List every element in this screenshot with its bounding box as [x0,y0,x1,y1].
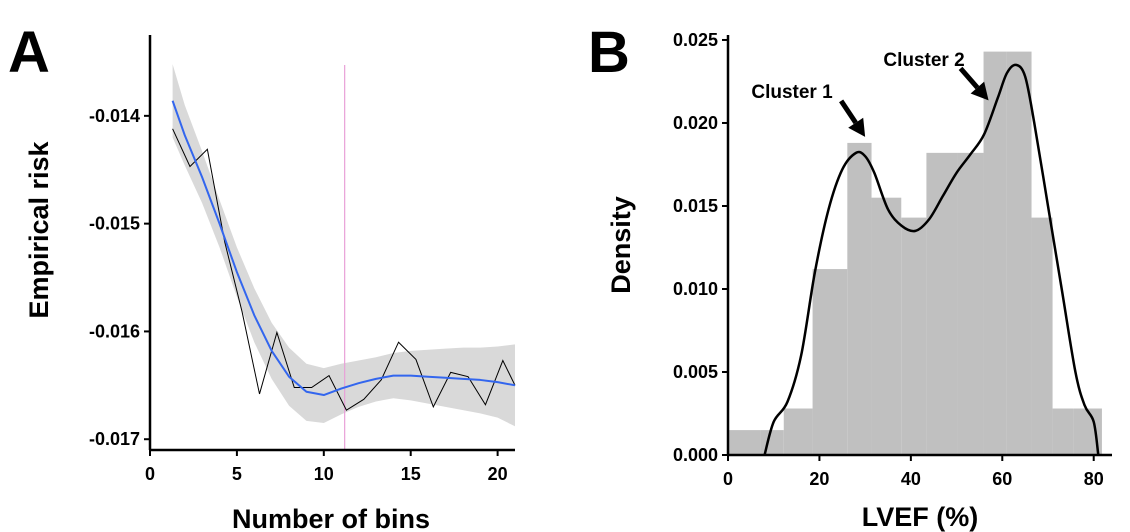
cluster-1-arrow [839,99,866,137]
x-tick-label: 10 [314,464,334,484]
x-axis-title: LVEF (%) [862,502,979,532]
y-axis-title: Empirical risk [24,140,54,318]
y-axis-title: Density [606,196,636,294]
y-tick-label: 0.000 [673,445,718,465]
x-tick-label: 60 [992,469,1012,489]
histogram-bar [1006,51,1032,455]
cluster-2-label: Cluster 2 [883,50,964,71]
panel-a-letter: A [8,20,50,85]
panel-b: B 0 20 40 60 80 0.000 0.005 0.010 0.015 0.020 0.02… [588,20,1112,532]
x-tick-label: 5 [232,464,242,484]
density-curve [763,63,1100,456]
histogram-bar [957,152,984,456]
histogram-bar [783,408,813,455]
histogram-bar [1031,217,1053,455]
x-tick-label: 0 [145,464,155,484]
smooth-line [171,100,516,397]
y-tick-label: -0.016 [89,321,140,341]
y-tick-label: -0.014 [89,106,140,126]
y-tick-label: 0.005 [673,362,718,382]
histogram-bar [1052,408,1074,455]
density-line [763,63,1100,456]
confidence-band [172,64,515,427]
y-tick-label: 0.010 [673,279,718,299]
x-tick-label: 20 [809,469,829,489]
ticks: 0 20 40 60 80 0.000 0.005 0.010 0.015 0.020 0.025 [673,30,1104,489]
smooth-series [171,100,516,397]
histogram-bar [926,152,958,456]
y-tick-label: -0.015 [89,214,140,234]
x-tick-label: 0 [723,469,733,489]
panel-a: A 0 5 10 15 20 -0.014 -0.015 -0.016 -0.017 Numbe… [8,20,516,532]
y-tick-label: 0.025 [673,30,718,50]
histogram-bar [847,142,872,455]
observed-line [172,128,516,411]
annotations: Cluster 1 Cluster 2 [751,50,989,137]
histogram-bars [728,51,1102,456]
cluster-2-arrow [958,66,989,101]
cluster-1-label: Cluster 1 [751,82,833,103]
x-tick-label: 40 [901,469,921,489]
histogram-bar [812,269,848,455]
histogram-bar [983,51,1007,455]
y-tick-label: 0.020 [673,113,718,133]
histogram-bar [728,430,761,455]
y-tick-label: 0.015 [673,196,718,216]
y-tick-label: -0.017 [89,429,140,449]
histogram-bar [901,217,927,455]
panel-b-letter: B [588,20,630,85]
histogram-bar [871,197,902,455]
x-tick-label: 15 [401,464,421,484]
confidence-band-area [172,64,515,427]
x-axis-title: Number of bins [232,504,430,532]
x-tick-label: 20 [488,464,508,484]
x-tick-label: 80 [1084,469,1104,489]
ticks: 0 5 10 15 20 -0.014 -0.015 -0.016 -0.017 [89,106,508,484]
observed-series [172,128,516,411]
